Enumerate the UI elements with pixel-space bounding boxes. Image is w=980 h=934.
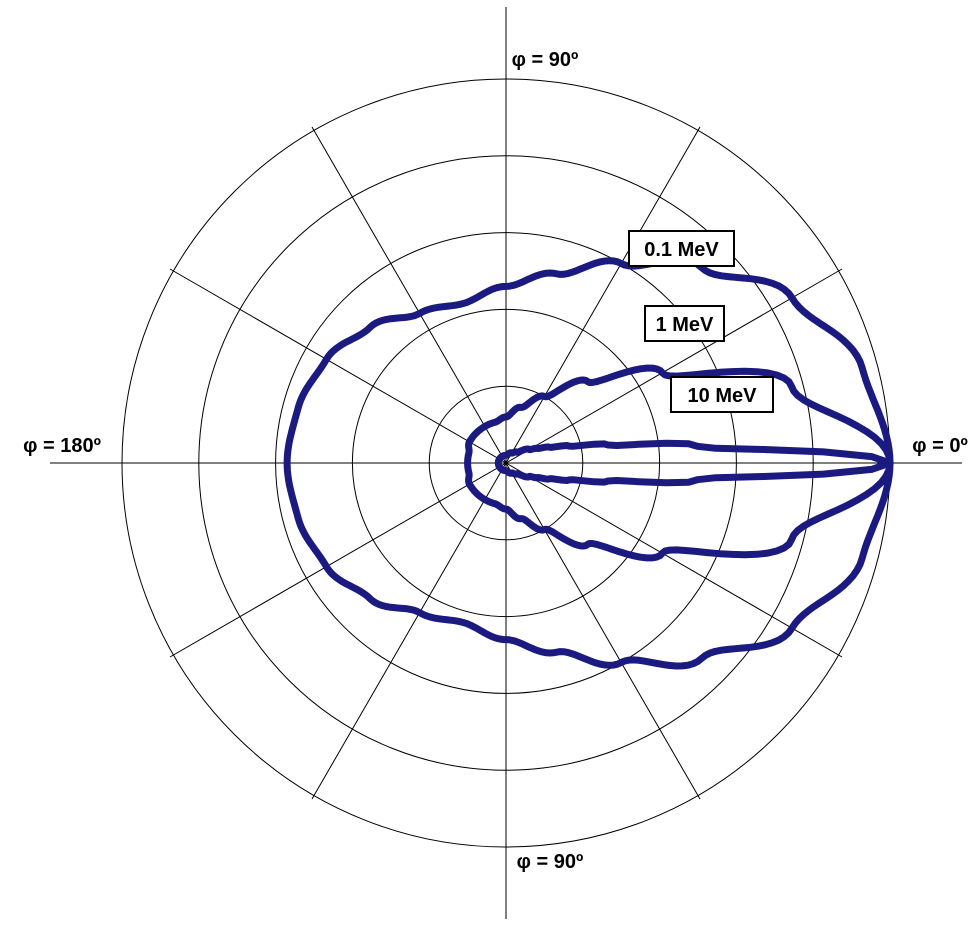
series-label-2: 10 MeV (670, 376, 774, 413)
grid-spoke-150 (169, 268, 843, 658)
angle-label-0: φ = 0º (912, 435, 968, 457)
series-label-0: 0.1 MeV (628, 230, 735, 267)
series-label-box (628, 230, 735, 267)
series-label-text: 0.1 MeV (644, 239, 719, 261)
series-label-text: 1 MeV (656, 314, 714, 336)
angle-label-270: φ = 90º (517, 851, 584, 873)
angle-label-180: φ = 180º (23, 435, 101, 457)
series-label-box (670, 376, 774, 413)
angle-label-90: φ = 90º (512, 49, 579, 71)
polar-grid (50, 7, 962, 919)
series-label-1: 1 MeV (644, 305, 725, 342)
labels: φ = 90º φ = 0º φ = 180º φ = 90º 0.1 MeV 1 MeV… (23, 49, 968, 873)
series-label-box (644, 305, 725, 342)
series-curve-2 (494, 439, 894, 487)
series-label-text: 10 MeV (688, 385, 758, 407)
series-curves (283, 256, 894, 670)
